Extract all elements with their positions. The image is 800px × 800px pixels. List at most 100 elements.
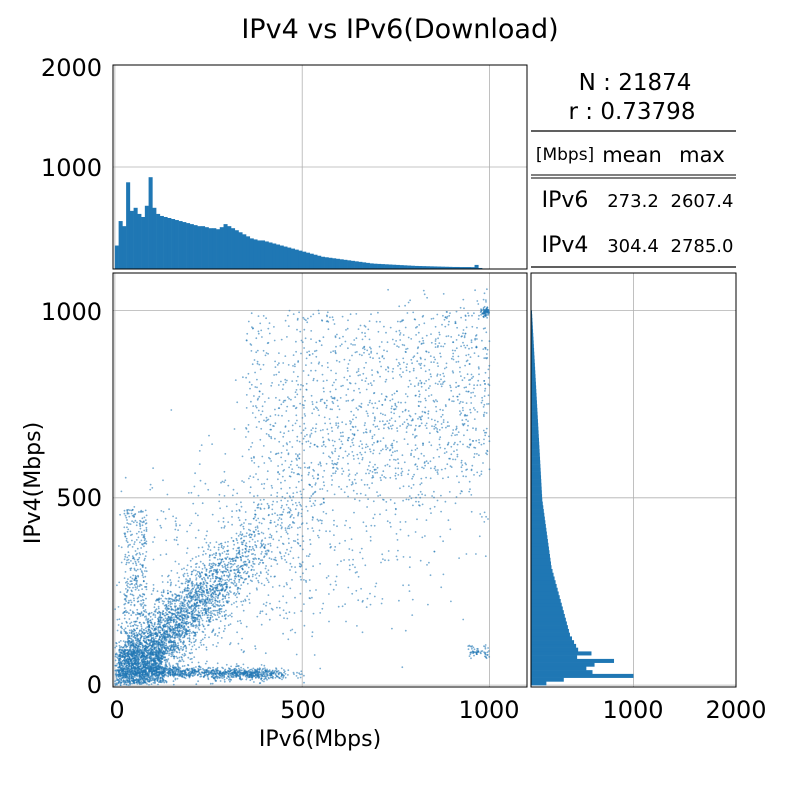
scatter-point bbox=[333, 534, 335, 536]
scatter-point bbox=[424, 424, 427, 427]
scatter-point bbox=[324, 445, 327, 448]
scatter-point bbox=[274, 575, 276, 578]
scatter-point bbox=[215, 577, 218, 580]
scatter-point bbox=[201, 614, 204, 617]
scatter-point bbox=[296, 541, 299, 544]
scatter-point bbox=[313, 491, 316, 494]
scatter-point bbox=[173, 618, 176, 621]
scatter-point bbox=[282, 632, 284, 635]
scatter-point bbox=[486, 450, 489, 453]
scatter-point bbox=[484, 434, 487, 437]
scatter-point bbox=[178, 651, 181, 654]
scatter-point bbox=[204, 634, 207, 636]
scatter-point bbox=[270, 484, 273, 487]
scatter-point bbox=[196, 594, 199, 597]
scatter-point bbox=[158, 601, 161, 603]
scatter-point bbox=[268, 513, 270, 516]
scatter-point bbox=[195, 556, 197, 558]
scatter-point bbox=[253, 569, 255, 571]
scatter-point bbox=[195, 639, 197, 641]
scatter-point bbox=[418, 405, 420, 408]
scatter-point bbox=[114, 680, 116, 683]
scatter-point bbox=[182, 643, 185, 646]
scatter-point bbox=[171, 645, 174, 647]
scatter-point bbox=[205, 568, 208, 571]
scatter-point bbox=[154, 642, 157, 644]
scatter-point bbox=[368, 487, 371, 489]
scatter-point bbox=[361, 338, 364, 341]
scatter-point bbox=[210, 589, 213, 592]
scatter-point bbox=[284, 378, 287, 381]
scatter-point bbox=[377, 495, 379, 497]
scatter-point bbox=[447, 335, 450, 337]
scatter-points bbox=[114, 288, 491, 686]
scatter-point bbox=[248, 381, 251, 384]
scatter-point bbox=[236, 588, 239, 591]
scatter-point bbox=[460, 466, 463, 469]
scatter-point bbox=[210, 563, 213, 565]
scatter-point bbox=[408, 379, 411, 382]
scatter-point bbox=[151, 487, 154, 489]
scatter-point bbox=[241, 637, 244, 640]
scatter-point bbox=[309, 434, 312, 436]
top-hist-bar bbox=[159, 215, 164, 269]
top-hist-bar bbox=[219, 227, 224, 269]
top-hist-bar bbox=[152, 207, 157, 269]
scatter-point bbox=[286, 583, 288, 586]
scatter-point bbox=[398, 305, 401, 308]
scatter-point bbox=[267, 527, 270, 530]
scatter-point bbox=[379, 476, 382, 479]
scatter-point bbox=[114, 608, 116, 611]
scatter-point bbox=[224, 597, 227, 600]
scatter-point bbox=[192, 637, 195, 640]
scatter-point bbox=[286, 336, 288, 338]
scatter-point bbox=[421, 536, 424, 539]
scatter-point bbox=[120, 631, 122, 634]
scatter-point bbox=[155, 643, 158, 646]
scatter-point bbox=[319, 429, 322, 432]
scatter-point bbox=[401, 410, 404, 413]
scatter-point bbox=[227, 575, 230, 577]
scatter-point bbox=[369, 399, 371, 402]
scatter-point bbox=[223, 546, 225, 548]
scatter-point bbox=[185, 593, 188, 596]
scatter-point bbox=[354, 498, 356, 501]
scatter-point bbox=[212, 619, 215, 621]
scatter-point bbox=[220, 561, 223, 563]
scatter-point bbox=[352, 454, 355, 457]
scatter-point bbox=[158, 598, 161, 601]
scatter-point bbox=[156, 623, 159, 626]
scatter-point bbox=[255, 577, 258, 580]
scatter-point bbox=[290, 515, 292, 517]
scatter-point bbox=[164, 625, 167, 628]
scatter-point bbox=[211, 631, 213, 634]
scatter-point bbox=[121, 622, 123, 625]
scatter-point bbox=[281, 542, 284, 545]
scatter-point bbox=[463, 434, 465, 437]
top-hist-bar bbox=[186, 223, 191, 269]
scatter-point bbox=[299, 467, 302, 469]
scatter-point bbox=[441, 426, 444, 429]
scatter-point bbox=[203, 587, 206, 589]
scatter-point bbox=[319, 562, 321, 565]
scatter-point bbox=[203, 538, 206, 540]
scatter-point bbox=[163, 652, 165, 655]
scatter-point bbox=[331, 509, 334, 512]
scatter-point bbox=[183, 588, 186, 591]
scatter-point bbox=[233, 543, 236, 546]
scatter-point bbox=[220, 608, 223, 610]
scatter-point bbox=[267, 569, 270, 572]
scatter-point bbox=[391, 627, 393, 630]
scatter-point bbox=[364, 325, 367, 328]
top-hist-bar bbox=[148, 177, 153, 269]
scatter-point bbox=[119, 684, 122, 686]
scatter-point bbox=[188, 628, 191, 631]
scatter-point bbox=[353, 478, 356, 481]
scatter-point bbox=[307, 440, 310, 443]
scatter-point bbox=[172, 628, 174, 630]
scatter-point bbox=[278, 371, 280, 374]
top-hist-bar bbox=[422, 266, 427, 269]
scatter-point bbox=[357, 374, 360, 377]
scatter-point bbox=[151, 637, 154, 640]
scatter-point bbox=[394, 472, 397, 475]
